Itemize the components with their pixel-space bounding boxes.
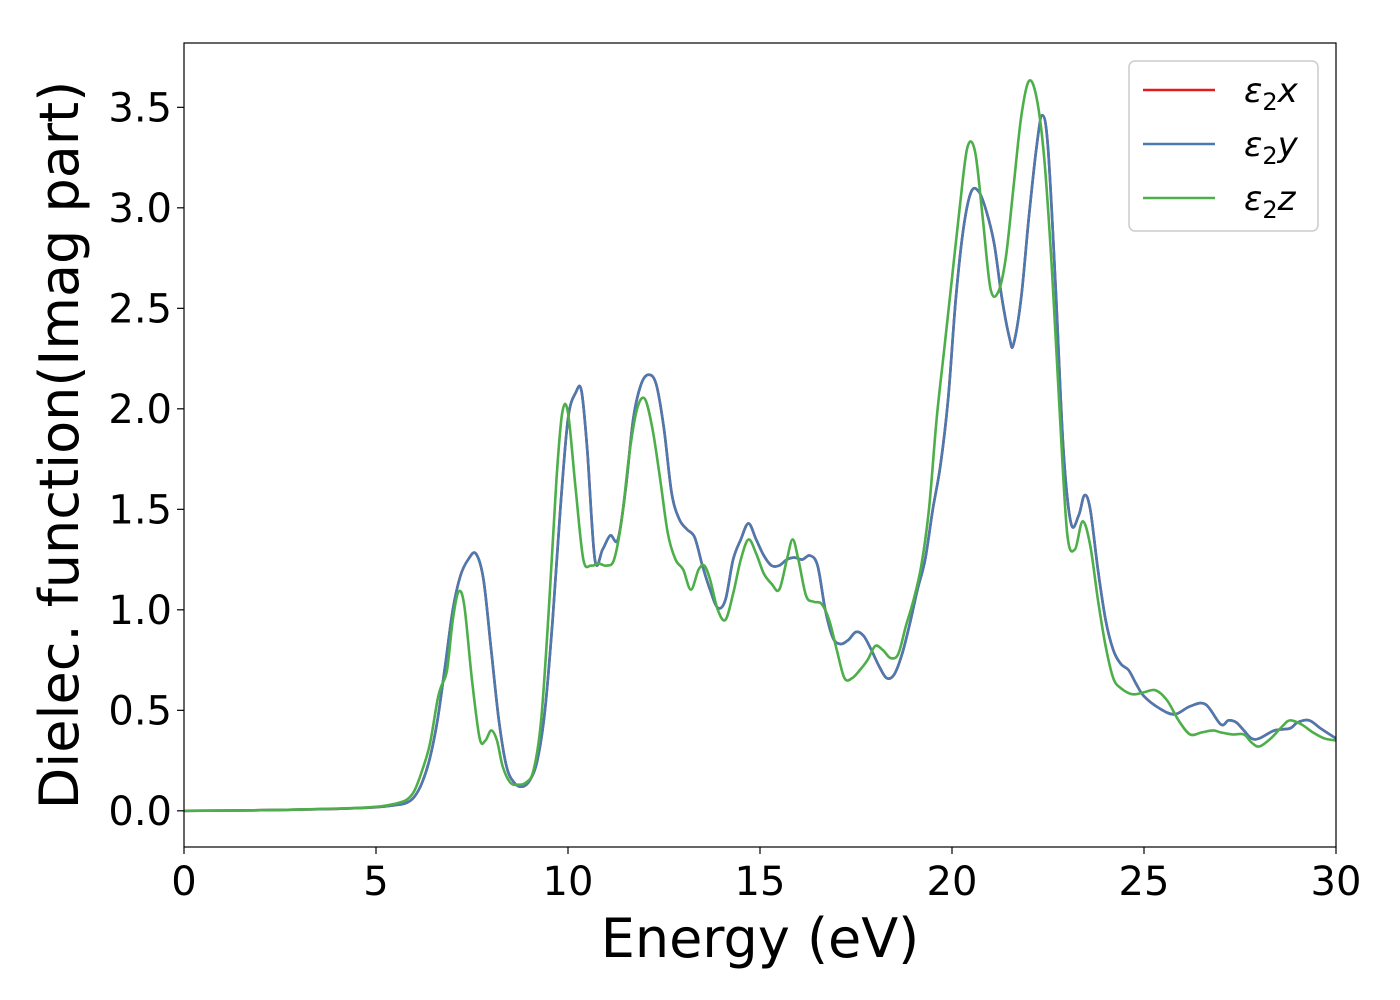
x-tick-label: 20 [927, 859, 978, 905]
x-axis-title: Energy (eV) [601, 907, 920, 970]
y-tick-label: 0.5 [108, 688, 172, 734]
series-line-z [184, 79, 1336, 813]
x-tick-label: 0 [171, 859, 196, 905]
legend-label-x: ε2x [1244, 71, 1299, 116]
x-tick-label: 15 [735, 859, 786, 905]
legend-box [1128, 60, 1319, 232]
x-tick-label: 10 [543, 859, 594, 905]
y-axis-title: Dielec. function(Imag part) [28, 81, 91, 810]
y-tick-label: 2.0 [108, 387, 172, 433]
legend: ε2x ε2y ε2z [1128, 60, 1319, 232]
y-axis: 0.0 0.5 1.0 1.5 2.0 2.5 3.0 3.5 [108, 85, 184, 835]
y-tick-label: 0.0 [108, 789, 172, 835]
series-line-y [184, 114, 1336, 813]
x-axis: 0 5 10 15 20 25 30 [171, 847, 1361, 905]
y-tick-label: 1.0 [108, 588, 172, 634]
y-tick-label: 2.5 [108, 286, 172, 332]
x-tick-label: 25 [1119, 859, 1170, 905]
y-tick-label: 3.5 [108, 85, 172, 131]
legend-label-y: ε2y [1244, 125, 1299, 170]
y-tick-label: 3.0 [108, 186, 172, 232]
y-tick-label: 1.5 [108, 487, 172, 533]
x-tick-label: 5 [363, 859, 388, 905]
legend-label-z: ε2z [1244, 179, 1297, 224]
x-tick-label: 30 [1311, 859, 1362, 905]
series-layer [184, 79, 1336, 813]
